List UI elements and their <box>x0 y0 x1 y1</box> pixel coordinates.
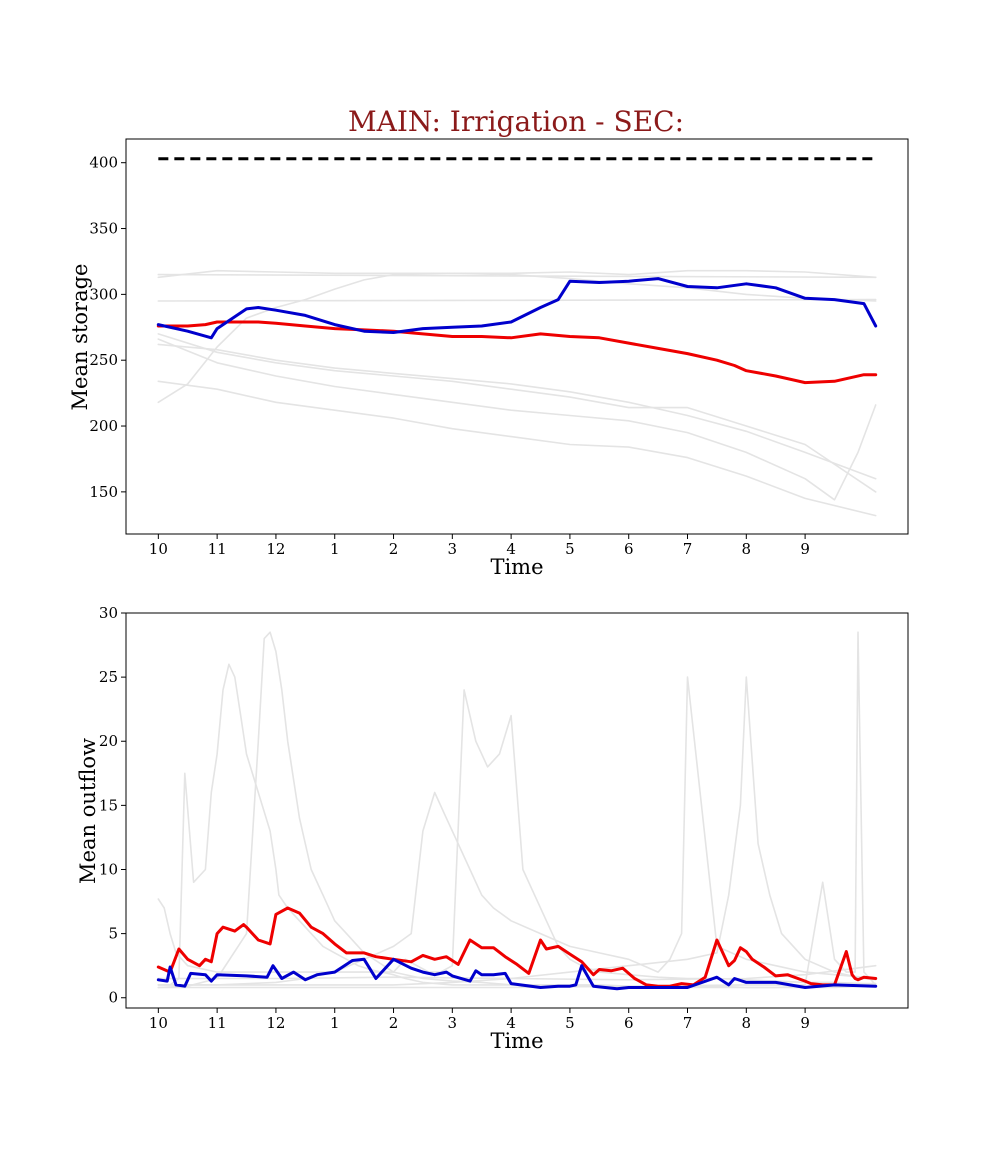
outflow-y-tick-label: 30 <box>99 604 118 622</box>
outflow-gray-line-6 <box>157 964 877 981</box>
outflow-x-tick-label: 8 <box>742 1014 752 1032</box>
storage-x-tick-label: 5 <box>565 540 575 558</box>
outflow-y-tick-label: 5 <box>108 925 118 943</box>
storage-x-ticks: 10 11 12 1 2 3 4 5 6 7 8 9 <box>149 534 810 558</box>
storage-x-tick-label: 1 <box>330 540 340 558</box>
storage-x-tick-label: 9 <box>800 540 810 558</box>
outflow-y-tick-label: 20 <box>99 732 118 750</box>
storage-gray-line-2 <box>157 272 877 404</box>
storage-gray-line-5 <box>157 333 877 493</box>
storage-x-tick-label: 12 <box>266 540 285 558</box>
outflow-x-tick-label: 1 <box>330 1014 340 1032</box>
storage-gray-line-7 <box>157 338 877 501</box>
storage-y-tick-label: 250 <box>89 351 118 369</box>
outflow-y-axis-label: Mean outflow <box>76 738 100 884</box>
storage-x-tick-label: 7 <box>683 540 693 558</box>
outflow-gray-lines <box>157 631 877 989</box>
storage-y-tick-label: 350 <box>89 220 118 238</box>
outflow-y-tick-label: 0 <box>108 989 118 1007</box>
outflow-gray-line-4 <box>157 676 877 986</box>
outflow-gray-line-0 <box>157 663 877 989</box>
outflow-red-line <box>156 906 878 988</box>
outflow-y-ticks: 0 5 10 15 20 25 30 <box>99 604 126 1007</box>
storage-x-tick-label: 3 <box>448 540 458 558</box>
storage-y-ticks: 150 200 250 300 350 400 <box>89 154 126 501</box>
outflow-x-axis-label: Time <box>490 1029 543 1053</box>
storage-x-tick-label: 6 <box>624 540 634 558</box>
storage-gray-line-1 <box>157 269 877 279</box>
storage-gray-line-0 <box>157 273 877 279</box>
outflow-x-tick-label: 5 <box>565 1014 575 1032</box>
outflow-x-tick-label: 6 <box>624 1014 634 1032</box>
storage-x-tick-label: 4 <box>506 540 516 558</box>
storage-axes-frame <box>125 138 909 535</box>
outflow-y-tick-label: 25 <box>99 668 118 686</box>
outflow-gray-line-1 <box>157 631 877 989</box>
storage-y-tick-label: 400 <box>89 154 118 172</box>
storage-y-axis-label: Mean storage <box>68 264 92 411</box>
outflow-x-tick-label: 3 <box>448 1014 458 1032</box>
outflow-x-ticks: 10 11 12 1 2 3 4 5 6 7 8 9 <box>149 1008 810 1032</box>
storage-y-tick-label: 300 <box>89 285 118 303</box>
outflow-gray-line-2 <box>157 689 877 985</box>
storage-gray-line-4 <box>157 343 877 480</box>
storage-x-axis-label: Time <box>490 555 543 579</box>
storage-gray-lines <box>157 269 877 517</box>
outflow-x-tick-label: 12 <box>266 1014 285 1032</box>
outflow-x-tick-label: 11 <box>208 1014 227 1032</box>
storage-x-tick-label: 10 <box>149 540 168 558</box>
outflow-y-tick-label: 10 <box>99 860 118 878</box>
outflow-gray-line-5 <box>157 631 877 989</box>
storage-y-tick-label: 200 <box>89 417 118 435</box>
outflow-x-tick-label: 4 <box>506 1014 516 1032</box>
figure-title: MAIN: Irrigation - SEC: <box>348 105 684 138</box>
storage-y-tick-label: 150 <box>89 483 118 501</box>
storage-red-line <box>156 320 878 385</box>
outflow-blue-line <box>156 957 878 991</box>
outflow-y-tick-label: 15 <box>99 796 118 814</box>
storage-x-tick-label: 8 <box>742 540 752 558</box>
storage-x-tick-label: 11 <box>208 540 227 558</box>
storage-x-tick-label: 2 <box>389 540 399 558</box>
outflow-x-tick-label: 9 <box>800 1014 810 1032</box>
outflow-x-tick-label: 7 <box>683 1014 693 1032</box>
storage-main-lines <box>156 157 878 385</box>
outflow-x-tick-label: 10 <box>149 1014 168 1032</box>
storage-blue-line <box>156 277 878 340</box>
outflow-axes-frame <box>125 612 909 1009</box>
outflow-gray-line-3 <box>157 676 877 986</box>
storage-gray-line-6 <box>157 380 877 517</box>
outflow-main-lines <box>156 906 878 991</box>
storage-gray-line-3 <box>157 298 877 302</box>
outflow-x-tick-label: 2 <box>389 1014 399 1032</box>
